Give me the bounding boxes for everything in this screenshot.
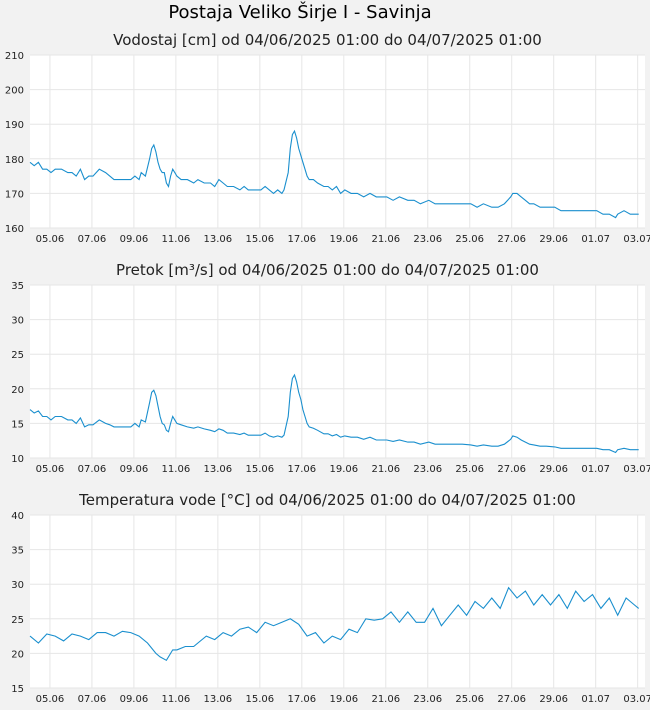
y-tick-label: 15: [11, 684, 24, 695]
x-tick-label: 29.06: [539, 234, 568, 245]
x-tick-label: 19.06: [329, 234, 358, 245]
x-tick-label: 21.06: [371, 234, 400, 245]
x-tick-label: 25.06: [455, 464, 484, 475]
y-tick-label: 25: [11, 350, 24, 361]
chart-panel-1: Vodostaj [cm] od 04/06/2025 01:00 do 04/…: [5, 31, 650, 245]
chart-title: Vodostaj [cm] od 04/06/2025 01:00 do 04/…: [113, 31, 542, 49]
plot-area: [30, 55, 645, 228]
x-tick-label: 01.07: [581, 464, 610, 475]
x-tick-label: 07.06: [78, 464, 107, 475]
y-tick-label: 190: [5, 120, 24, 131]
x-tick-label: 03.07: [623, 464, 650, 475]
x-tick-label: 13.06: [204, 694, 233, 705]
x-tick-label: 27.06: [497, 234, 526, 245]
chart-title: Temperatura vode [°C] od 04/06/2025 01:0…: [78, 491, 576, 509]
x-tick-label: 11.06: [162, 464, 191, 475]
y-tick-label: 180: [5, 155, 24, 166]
y-tick-label: 200: [5, 86, 24, 97]
x-tick-label: 03.07: [623, 694, 650, 705]
x-tick-label: 13.06: [204, 234, 233, 245]
y-tick-label: 20: [11, 385, 24, 396]
x-tick-label: 23.06: [413, 234, 442, 245]
x-tick-label: 21.06: [371, 694, 400, 705]
y-tick-label: 170: [5, 189, 24, 200]
x-tick-label: 09.06: [120, 234, 149, 245]
series-line: [29, 586, 640, 662]
x-tick-label: 13.06: [204, 464, 233, 475]
x-tick-label: 29.06: [539, 694, 568, 705]
x-tick-label: 25.06: [455, 234, 484, 245]
x-tick-label: 05.06: [36, 694, 65, 705]
chart-title: Pretok [m³/s] od 04/06/2025 01:00 do 04/…: [116, 261, 539, 279]
y-tick-label: 30: [11, 580, 24, 591]
x-tick-label: 07.06: [78, 694, 107, 705]
x-tick-label: 27.06: [497, 694, 526, 705]
x-tick-label: 01.07: [581, 234, 610, 245]
x-tick-label: 15.06: [246, 234, 275, 245]
y-tick-label: 160: [5, 224, 24, 235]
x-tick-label: 27.06: [497, 464, 526, 475]
x-tick-label: 15.06: [246, 694, 275, 705]
x-tick-label: 17.06: [287, 234, 316, 245]
y-tick-label: 10: [11, 454, 24, 465]
y-tick-label: 40: [11, 511, 24, 522]
x-tick-label: 05.06: [36, 464, 65, 475]
series-line: [29, 129, 639, 219]
x-tick-label: 23.06: [413, 464, 442, 475]
x-tick-label: 01.07: [581, 694, 610, 705]
x-tick-label: 15.06: [246, 464, 275, 475]
series-line: [29, 373, 639, 454]
x-tick-label: 17.06: [287, 694, 316, 705]
x-tick-label: 03.07: [623, 234, 650, 245]
x-tick-label: 09.06: [120, 694, 149, 705]
x-tick-label: 11.06: [162, 234, 191, 245]
x-tick-label: 09.06: [120, 464, 149, 475]
y-tick-label: 35: [11, 546, 24, 557]
x-tick-label: 29.06: [539, 464, 568, 475]
y-tick-label: 25: [11, 615, 24, 626]
y-tick-label: 15: [11, 419, 24, 430]
chart-panel-3: Temperatura vode [°C] od 04/06/2025 01:0…: [11, 491, 650, 705]
x-tick-label: 21.06: [371, 464, 400, 475]
x-tick-label: 23.06: [413, 694, 442, 705]
page-title: Postaja Veliko Širje I - Savinja: [168, 2, 432, 23]
x-tick-label: 17.06: [287, 464, 316, 475]
plot-area: [30, 515, 645, 688]
x-tick-label: 25.06: [455, 694, 484, 705]
x-tick-label: 19.06: [329, 464, 358, 475]
y-tick-label: 30: [11, 316, 24, 327]
chart-panel-2: Pretok [m³/s] od 04/06/2025 01:00 do 04/…: [11, 261, 650, 475]
y-tick-label: 20: [11, 649, 24, 660]
y-tick-label: 35: [11, 281, 24, 292]
x-tick-label: 07.06: [78, 234, 107, 245]
plot-area: [30, 285, 645, 458]
x-tick-label: 11.06: [162, 694, 191, 705]
x-tick-label: 05.06: [36, 234, 65, 245]
x-tick-label: 19.06: [329, 694, 358, 705]
y-tick-label: 210: [5, 51, 24, 62]
